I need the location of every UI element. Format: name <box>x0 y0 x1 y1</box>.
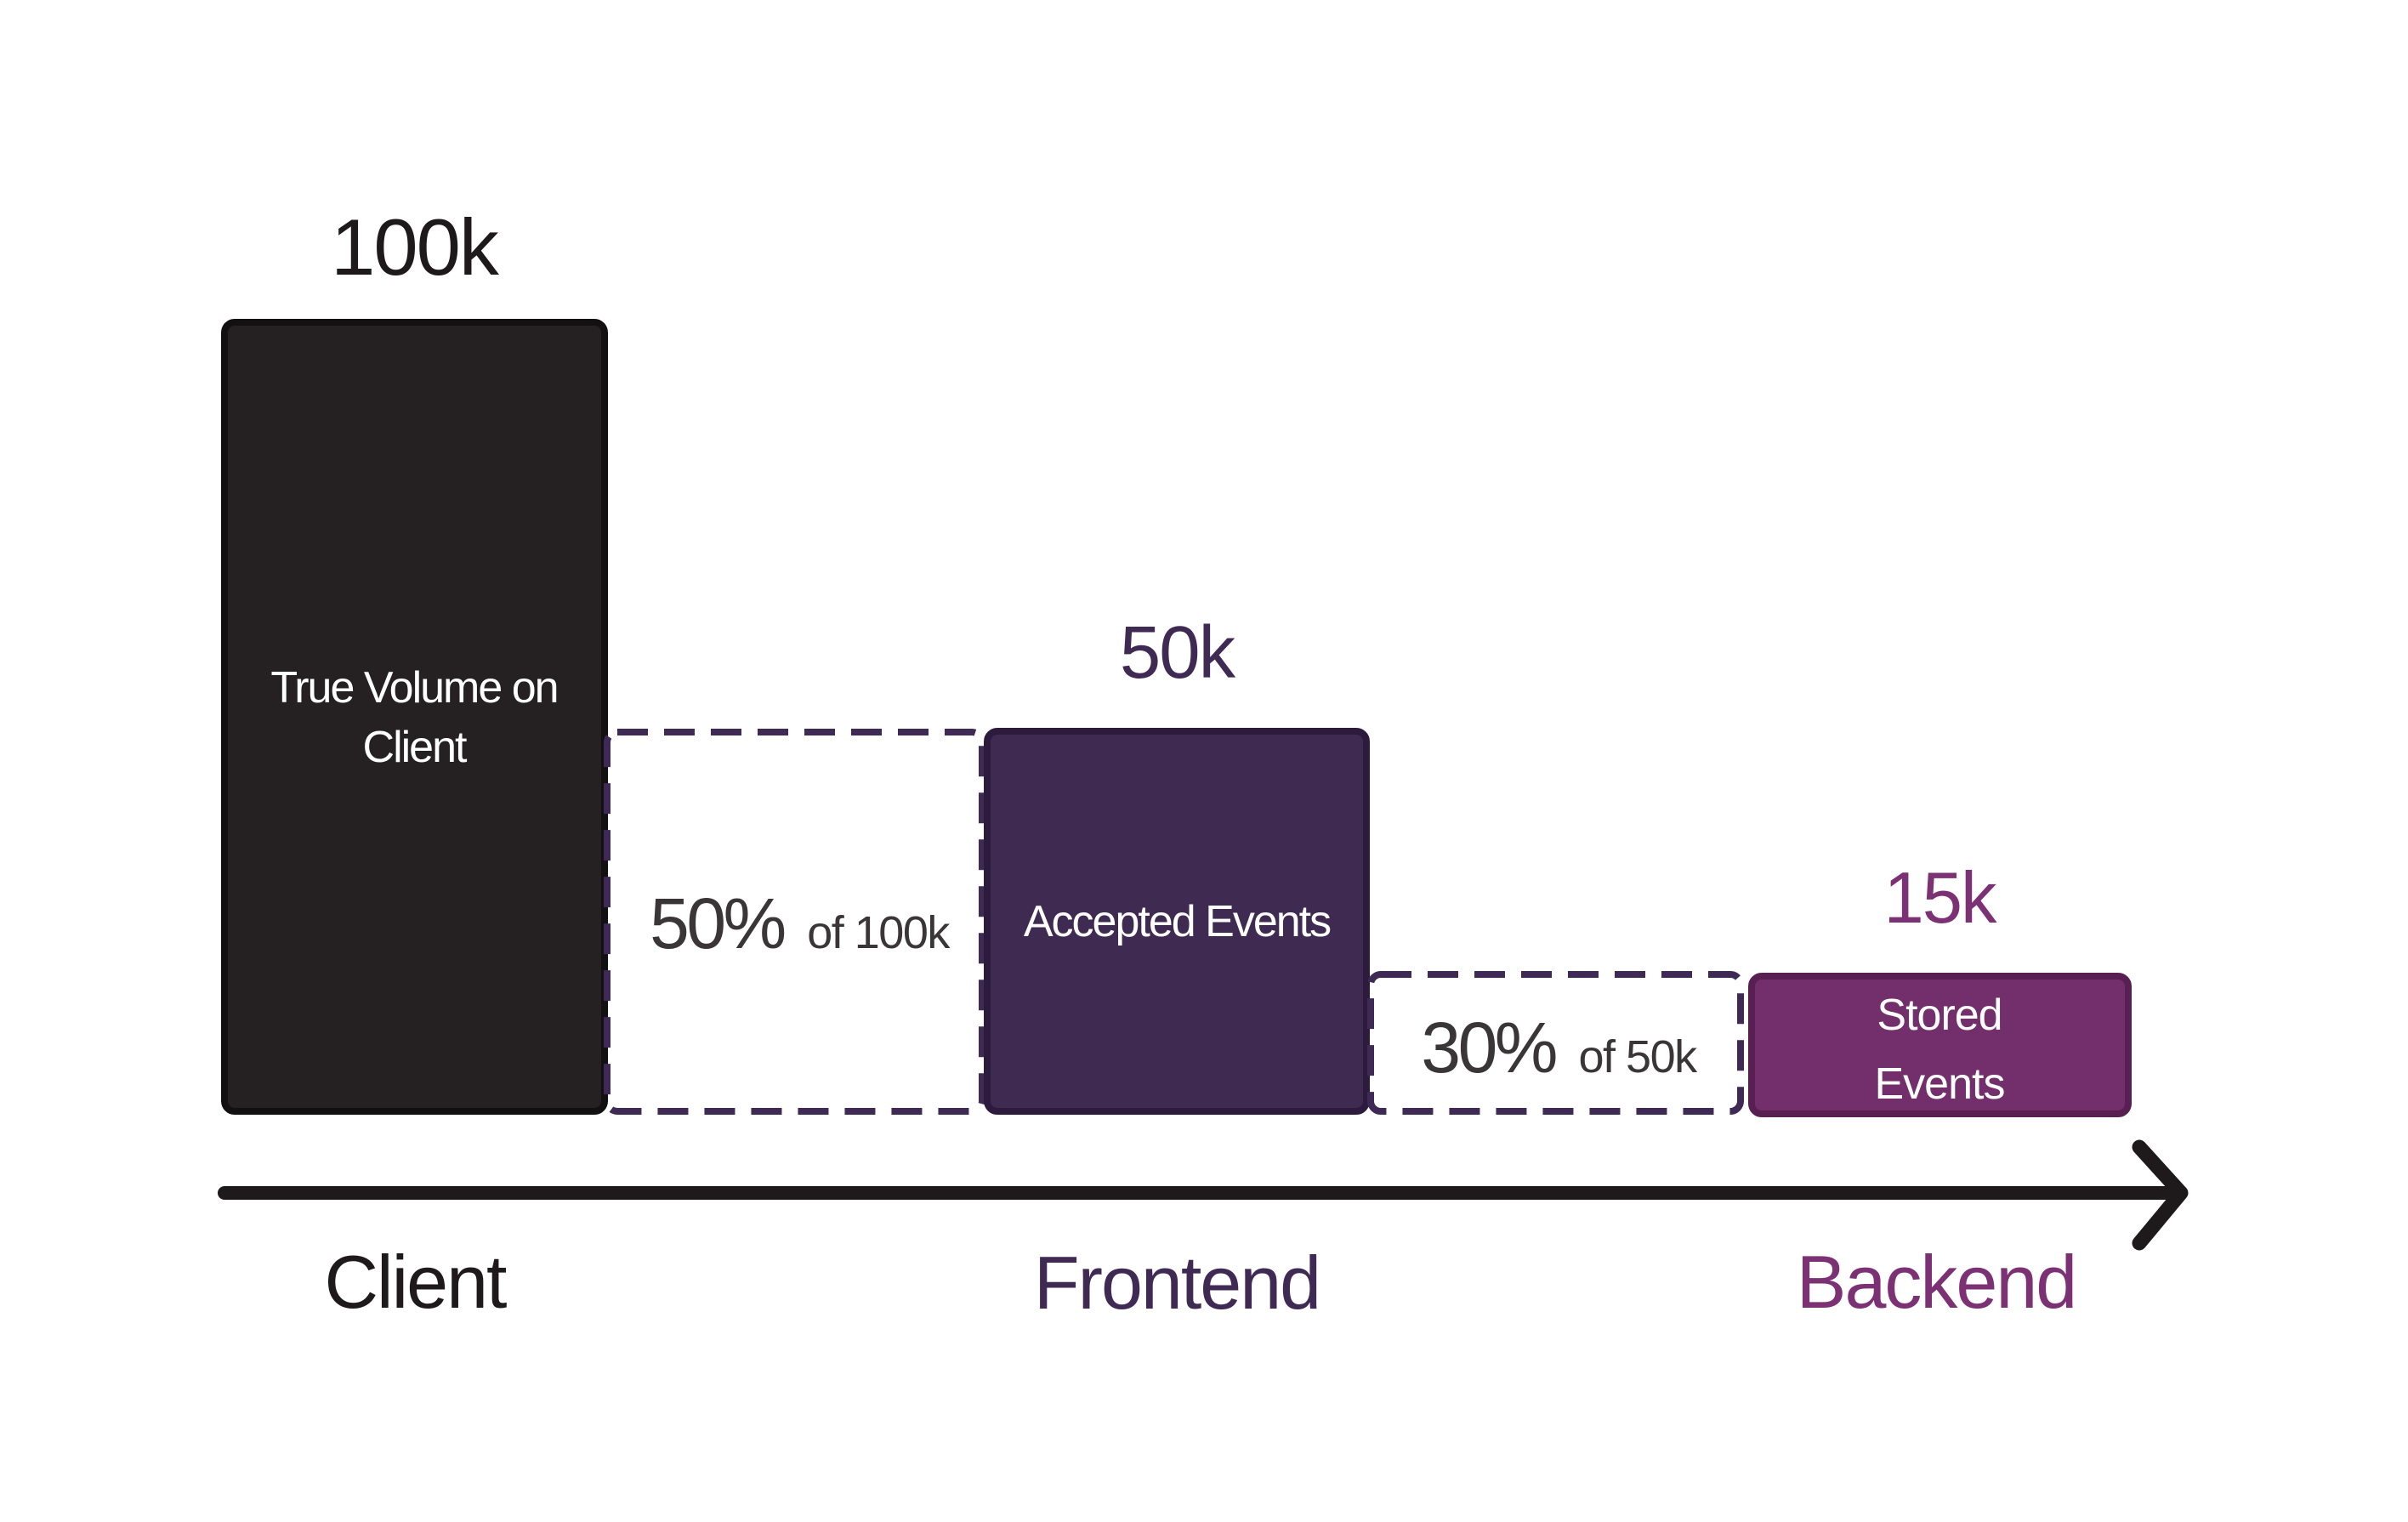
svg-text:Events: Events <box>1875 1059 2005 1109</box>
svg-text:Accepted Events: Accepted Events <box>1024 897 1331 946</box>
svg-text:50k: 50k <box>1120 611 1236 694</box>
svg-text:15k: 15k <box>1883 858 1997 939</box>
svg-text:Backend: Backend <box>1797 1240 2076 1324</box>
svg-text:Stored: Stored <box>1877 991 2002 1040</box>
svg-text:Frontend: Frontend <box>1034 1241 1320 1325</box>
svg-text:Client: Client <box>363 723 468 772</box>
svg-text:Client: Client <box>325 1240 508 1324</box>
svg-text:True Volume on: True Volume on <box>270 663 557 713</box>
svg-text:50% of 100k: 50% of 100k <box>650 883 951 963</box>
svg-text:30% of 50k: 30% of 50k <box>1421 1008 1698 1088</box>
svg-text:100k: 100k <box>331 202 500 292</box>
